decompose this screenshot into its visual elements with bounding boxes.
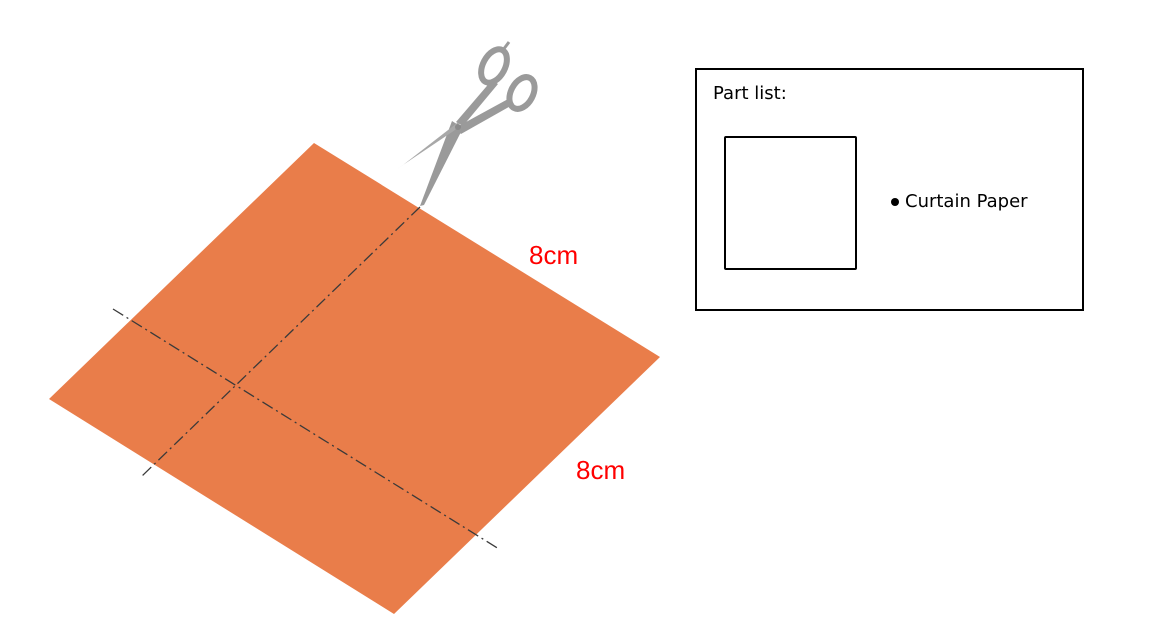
bullet-icon [891,197,899,206]
square-outline-icon [724,136,857,270]
part-item-label: Curtain Paper [905,191,1028,212]
part-list-title: Part list: [713,83,787,104]
cut-line-diagonal-2 [112,308,500,550]
orange-paper-sheet [49,143,660,614]
right-edge-dimension-label: 8cm [576,455,625,485]
part-list-item: Curtain Paper [891,191,1028,212]
scissors-icon [397,41,538,206]
part-list-panel: Part list: Curtain Paper [695,68,1084,311]
top-edge-dimension-label: 8cm [529,240,578,270]
